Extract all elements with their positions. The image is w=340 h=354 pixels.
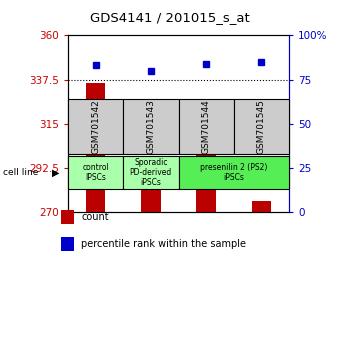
Bar xyxy=(123,99,178,154)
Text: ▶: ▶ xyxy=(52,167,59,178)
Bar xyxy=(68,156,123,189)
Bar xyxy=(178,99,234,154)
Text: GDS4141 / 201015_s_at: GDS4141 / 201015_s_at xyxy=(90,11,250,24)
Bar xyxy=(234,99,289,154)
Bar xyxy=(123,156,178,189)
Text: presenilin 2 (PS2)
iPSCs: presenilin 2 (PS2) iPSCs xyxy=(200,163,268,182)
Text: control
IPSCs: control IPSCs xyxy=(82,163,109,182)
Bar xyxy=(178,156,289,189)
Text: GSM701542: GSM701542 xyxy=(91,99,100,154)
Text: GSM701543: GSM701543 xyxy=(147,99,155,154)
Text: percentile rank within the sample: percentile rank within the sample xyxy=(82,239,246,249)
Text: GSM701545: GSM701545 xyxy=(257,99,266,154)
Bar xyxy=(68,99,123,154)
Bar xyxy=(61,210,74,224)
Bar xyxy=(197,110,216,212)
Bar xyxy=(86,82,105,212)
Text: Sporadic
PD-derived
iPSCs: Sporadic PD-derived iPSCs xyxy=(130,158,172,188)
Bar xyxy=(252,201,271,212)
Bar xyxy=(141,171,160,212)
Text: cell line: cell line xyxy=(3,168,39,177)
Bar xyxy=(61,237,74,251)
Text: GSM701544: GSM701544 xyxy=(202,99,210,154)
Text: count: count xyxy=(82,212,109,222)
